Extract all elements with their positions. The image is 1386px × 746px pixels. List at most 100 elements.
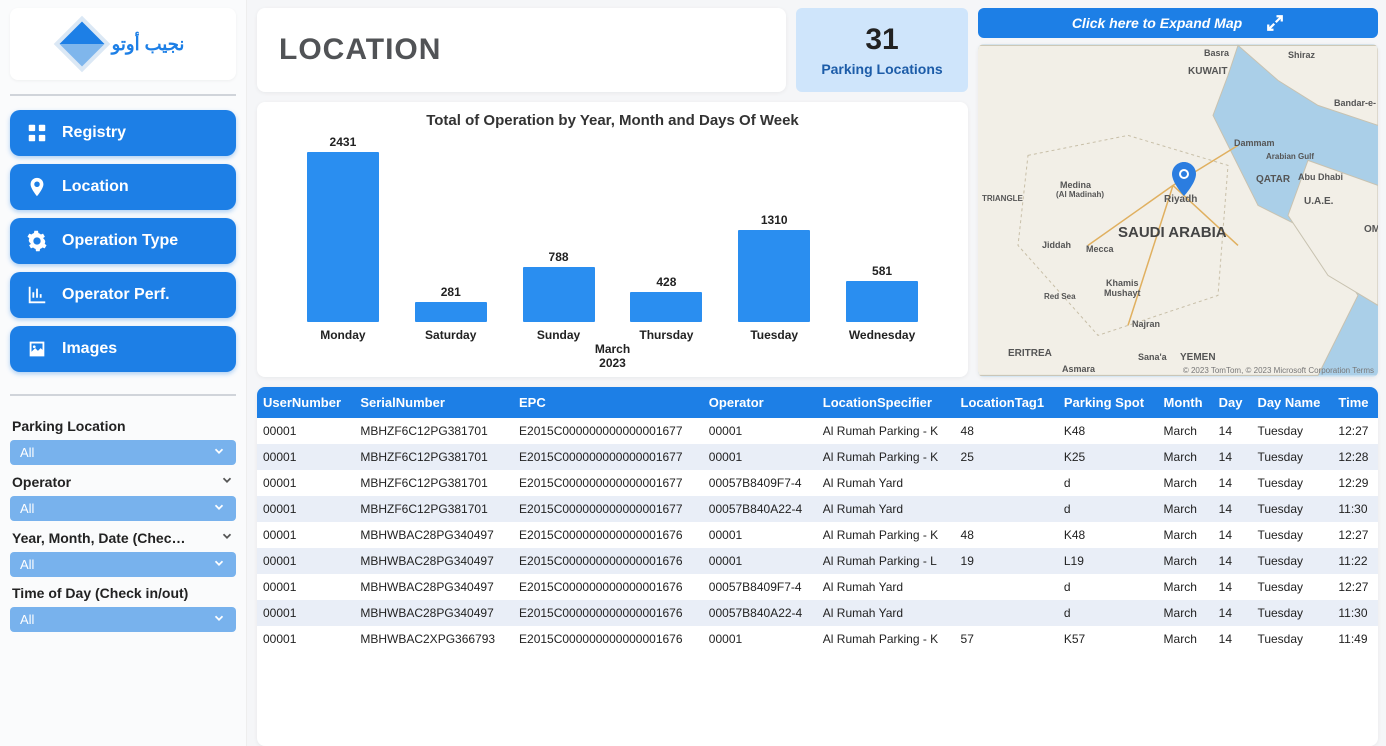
table-row[interactable]: 00001MBHZF6C12PG381701E2015C000000000000… [257, 418, 1378, 444]
col-day[interactable]: Day [1213, 387, 1252, 418]
bar-rect [307, 152, 379, 322]
bar-monday[interactable]: 2431Monday [300, 135, 386, 342]
cell: Tuesday [1251, 444, 1332, 470]
cell: d [1058, 574, 1158, 600]
cell: Tuesday [1251, 574, 1332, 600]
cell: Tuesday [1251, 470, 1332, 496]
bar-value: 2431 [330, 135, 357, 149]
nav-images[interactable]: Images [10, 326, 236, 372]
cell: MBHWBAC28PG340497 [354, 522, 513, 548]
col-usernumber[interactable]: UserNumber [257, 387, 354, 418]
nav-operator-perf[interactable]: Operator Perf. [10, 272, 236, 318]
map-view[interactable]: SAUDI ARABIA Riyadh KUWAITBasraShirazQAT… [978, 44, 1378, 377]
table-row[interactable]: 00001MBHWBAC2XPG366793E2015C000000000000… [257, 626, 1378, 652]
filter-value: All [20, 445, 34, 460]
kpi-value: 31 [800, 23, 964, 57]
chart-title: Total of Operation by Year, Month and Da… [279, 112, 946, 129]
filter-year-month-date-select[interactable]: All [10, 552, 236, 577]
chevron-down-icon [212, 556, 226, 573]
map-place-label: Basra [1204, 48, 1229, 58]
cell: 14 [1213, 444, 1252, 470]
nav-label: Location [62, 178, 129, 196]
table-row[interactable]: 00001MBHWBAC28PG340497E2015C000000000000… [257, 548, 1378, 574]
table-row[interactable]: 00001MBHWBAC28PG340497E2015C000000000000… [257, 574, 1378, 600]
nav-label: Registry [62, 124, 126, 142]
nav-registry[interactable]: Registry [10, 110, 236, 156]
table-row[interactable]: 00001MBHZF6C12PG381701E2015C000000000000… [257, 496, 1378, 522]
table-row[interactable]: 00001MBHZF6C12PG381701E2015C000000000000… [257, 470, 1378, 496]
cell: 11:30 [1332, 600, 1378, 626]
col-day-name[interactable]: Day Name [1251, 387, 1332, 418]
bar-rect [738, 230, 810, 322]
bar-value: 428 [656, 275, 676, 289]
table-row[interactable]: 00001MBHZF6C12PG381701E2015C000000000000… [257, 444, 1378, 470]
cell: K57 [1058, 626, 1158, 652]
nav-location[interactable]: Location [10, 164, 236, 210]
bar-saturday[interactable]: 281Saturday [408, 285, 494, 342]
map-country-label: SAUDI ARABIA [1118, 224, 1227, 241]
cell: March [1158, 418, 1213, 444]
col-month[interactable]: Month [1158, 387, 1213, 418]
col-time[interactable]: Time [1332, 387, 1378, 418]
map-pin-city-label: Riyadh [1164, 194, 1197, 205]
cell: Tuesday [1251, 626, 1332, 652]
cell: d [1058, 470, 1158, 496]
cell: MBHZF6C12PG381701 [354, 496, 513, 522]
bar-rect [523, 267, 595, 322]
nav-label: Images [62, 340, 117, 358]
expand-map-button[interactable]: Click here to Expand Map [978, 8, 1378, 38]
cell: Al Rumah Parking - K [817, 418, 955, 444]
cell: 12:27 [1332, 418, 1378, 444]
map-canvas [978, 44, 1378, 377]
cell: 48 [955, 522, 1058, 548]
cell: 19 [955, 548, 1058, 574]
table-row[interactable]: 00001MBHWBAC28PG340497E2015C000000000000… [257, 600, 1378, 626]
cell: MBHZF6C12PG381701 [354, 418, 513, 444]
cell: E2015C000000000000001676 [513, 548, 703, 574]
cell: 12:27 [1332, 574, 1378, 600]
cell: 00057B8409F7-4 [703, 470, 817, 496]
bar-tuesday[interactable]: 1310Tuesday [731, 213, 817, 342]
filter-operator-select[interactable]: All [10, 496, 236, 521]
map-place-label: YEMEN [1180, 352, 1216, 363]
cell [955, 574, 1058, 600]
map-pin-icon [1172, 162, 1196, 196]
map-place-label: ERITREA [1008, 348, 1052, 359]
bar-thursday[interactable]: 428Thursday [623, 275, 709, 342]
bar-sunday[interactable]: 788Sunday [516, 250, 602, 342]
cell: Tuesday [1251, 522, 1332, 548]
cell: 00001 [257, 574, 354, 600]
col-locationtag1[interactable]: LocationTag1 [955, 387, 1058, 418]
bar-wednesday[interactable]: 581Wednesday [839, 264, 925, 342]
table-row[interactable]: 00001MBHWBAC28PG340497E2015C000000000000… [257, 522, 1378, 548]
cell: March [1158, 574, 1213, 600]
bar-value: 281 [441, 285, 461, 299]
col-parking-spot[interactable]: Parking Spot [1058, 387, 1158, 418]
cell: Al Rumah Yard [817, 574, 955, 600]
col-serialnumber[interactable]: SerialNumber [354, 387, 513, 418]
map-place-label: Arabian Gulf [1266, 152, 1314, 161]
nav-label: Operation Type [62, 232, 178, 250]
col-epc[interactable]: EPC [513, 387, 703, 418]
chevron-down-icon[interactable] [220, 529, 234, 546]
cell: Al Rumah Yard [817, 600, 955, 626]
cell: 00001 [257, 548, 354, 574]
filter-parking-location-select[interactable]: All [10, 440, 236, 465]
cell: 14 [1213, 470, 1252, 496]
cell: 00001 [257, 522, 354, 548]
map-place-label: Bandar-e- [1334, 98, 1376, 108]
col-locationspecifier[interactable]: LocationSpecifier [817, 387, 955, 418]
sidebar-nav: Registry Location Operation Type Operator P… [10, 110, 236, 380]
main-area: LOCATION 31 Parking Locations Total of O… [247, 0, 1386, 746]
filter-label: Time of Day (Check in/out) [10, 581, 236, 607]
filter-time-of-day-select[interactable]: All [10, 607, 236, 632]
chevron-down-icon[interactable] [220, 473, 234, 490]
cell: d [1058, 600, 1158, 626]
cell: 14 [1213, 418, 1252, 444]
cell: E2015C000000000000001676 [513, 600, 703, 626]
col-operator[interactable]: Operator [703, 387, 817, 418]
filter-time-of-day: Time of Day (Check in/out)All [10, 581, 236, 632]
cell: 00001 [257, 626, 354, 652]
cell [955, 470, 1058, 496]
nav-operation-type[interactable]: Operation Type [10, 218, 236, 264]
